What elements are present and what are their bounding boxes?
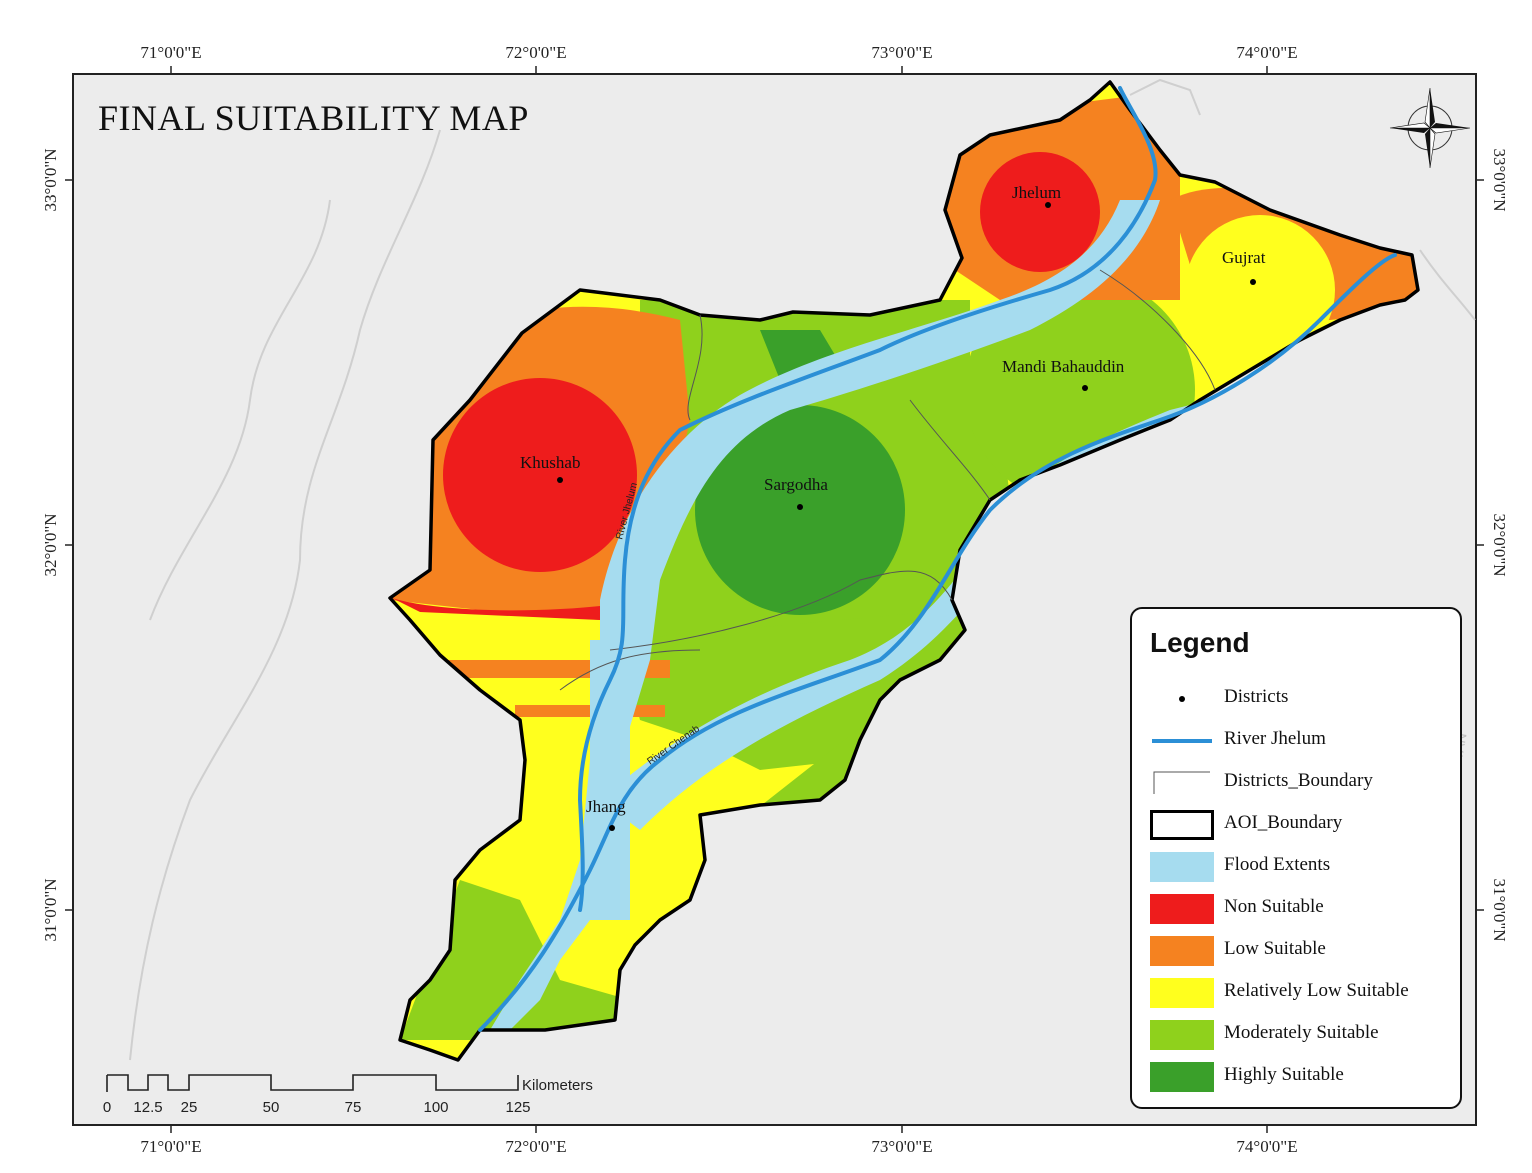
coord-top-73: 73°0'0"E: [871, 43, 932, 62]
legend-item-river: River Jhelum: [1132, 723, 1462, 757]
khushab-non-suitable: [443, 378, 637, 572]
rivers: [478, 86, 1397, 1032]
legend-item-district-boundary: Districts_Boundary: [1132, 765, 1462, 799]
flood-swatch: [1150, 852, 1214, 882]
legend-label: Non Suitable: [1224, 896, 1324, 917]
scale-tick-125: 125: [505, 1099, 530, 1116]
district-point-gujrat: [1250, 279, 1256, 285]
legend-label: AOI_Boundary: [1224, 812, 1343, 833]
aoi-boundary: [388, 80, 1420, 1062]
legend-label: Moderately Suitable: [1224, 1022, 1379, 1043]
coord-right-33: 33°0'0"N: [1490, 148, 1509, 211]
legend-title: Legend: [1150, 627, 1250, 658]
district-point-sargodha: [797, 504, 803, 510]
coord-right-31: 31°0'0"N: [1490, 878, 1509, 941]
coord-left-33: 33°0'0"N: [41, 148, 60, 211]
legend-label: Relatively Low Suitable: [1224, 980, 1409, 1001]
legend-item-low: Low Suitable: [1132, 933, 1462, 967]
coord-top-71: 71°0'0"E: [140, 43, 201, 62]
label-gujrat: Gujrat: [1222, 248, 1266, 267]
coord-top-72: 72°0'0"E: [505, 43, 566, 62]
scale-tick-100: 100: [423, 1099, 448, 1116]
coord-left-32: 32°0'0"N: [41, 513, 60, 576]
label-sargodha: Sargodha: [764, 475, 828, 494]
legend-item-aoi: AOI_Boundary: [1132, 807, 1462, 841]
district-boundaries: [559, 269, 1216, 691]
legend-item-flood: Flood Extents: [1132, 849, 1462, 883]
legend-label: Districts: [1224, 686, 1289, 707]
scale-tick-75: 75: [345, 1099, 362, 1116]
district-point-mandi: [1082, 385, 1088, 391]
district-point-icon: [1179, 696, 1185, 702]
coord-bottom-74: 74°0'0"E: [1236, 1137, 1297, 1156]
high-suitable-swatch: [1150, 1062, 1214, 1092]
legend-item-moderate: Moderately Suitable: [1132, 1017, 1462, 1051]
non-suitable-strip: [392, 598, 610, 620]
legend-label: Highly Suitable: [1224, 1064, 1344, 1085]
coord-bottom-71: 71°0'0"E: [140, 1137, 201, 1156]
scale-tick-25: 25: [181, 1099, 198, 1116]
map-title: FINAL SUITABILITY MAP: [98, 98, 529, 138]
aoi-box-icon: [1150, 810, 1214, 840]
north-arrow-icon: [1389, 87, 1471, 169]
rel-low-swatch: [1150, 978, 1214, 1008]
coord-right-32: 32°0'0"N: [1490, 513, 1509, 576]
scale-tick-12-5: 12.5: [133, 1099, 162, 1116]
chenab-floodplain: [600, 400, 1210, 830]
district-point-jhang: [609, 825, 615, 831]
grid-ticks: [65, 66, 1484, 1133]
moderate-swatch: [1150, 1020, 1214, 1050]
scale-tick-0: 0: [103, 1099, 111, 1116]
scale-bar: [106, 1074, 519, 1092]
legend-item-high: Highly Suitable: [1132, 1059, 1462, 1093]
district-points: [557, 202, 1256, 831]
legend-label: Districts_Boundary: [1224, 770, 1373, 791]
district-boundary-icon: [1153, 771, 1210, 794]
legend: Legend Districts River Jhelum Districts_…: [1130, 607, 1462, 1109]
coord-bottom-72: 72°0'0"E: [505, 1137, 566, 1156]
coord-top-74: 74°0'0"E: [1236, 43, 1297, 62]
legend-item-districts: Districts: [1132, 681, 1462, 715]
label-khushab: Khushab: [520, 453, 580, 472]
jhelum-non-suitable: [980, 152, 1100, 272]
non-suitable-swatch: [1150, 894, 1214, 924]
low-suitable-swatch: [1150, 936, 1214, 966]
jhang-floodplain: [590, 640, 630, 920]
legend-label: Flood Extents: [1224, 854, 1331, 875]
coord-left-31: 31°0'0"N: [41, 878, 60, 941]
legend-item-non-suitable: Non Suitable: [1132, 891, 1462, 925]
gujrat-rel-low: [1185, 215, 1335, 365]
district-point-jhelum: [1045, 202, 1051, 208]
coord-bottom-73: 73°0'0"E: [871, 1137, 932, 1156]
moderate-jhang-south: [400, 880, 630, 1040]
label-jhang: Jhang: [586, 797, 626, 816]
legend-label: River Jhelum: [1224, 728, 1326, 749]
river-jhelum-line: [577, 86, 1158, 912]
river-chenab-line: [478, 253, 1397, 1032]
scale-unit: Kilometers: [522, 1077, 593, 1094]
label-jhelum: Jhelum: [1012, 183, 1061, 202]
river-line-icon: [1152, 739, 1212, 743]
legend-label: Low Suitable: [1224, 938, 1326, 959]
district-point-khushab: [557, 477, 563, 483]
legend-item-rel-low: Relatively Low Suitable: [1132, 975, 1462, 1009]
scale-tick-50: 50: [263, 1099, 280, 1116]
label-mandi: Mandi Bahauddin: [1002, 357, 1125, 376]
